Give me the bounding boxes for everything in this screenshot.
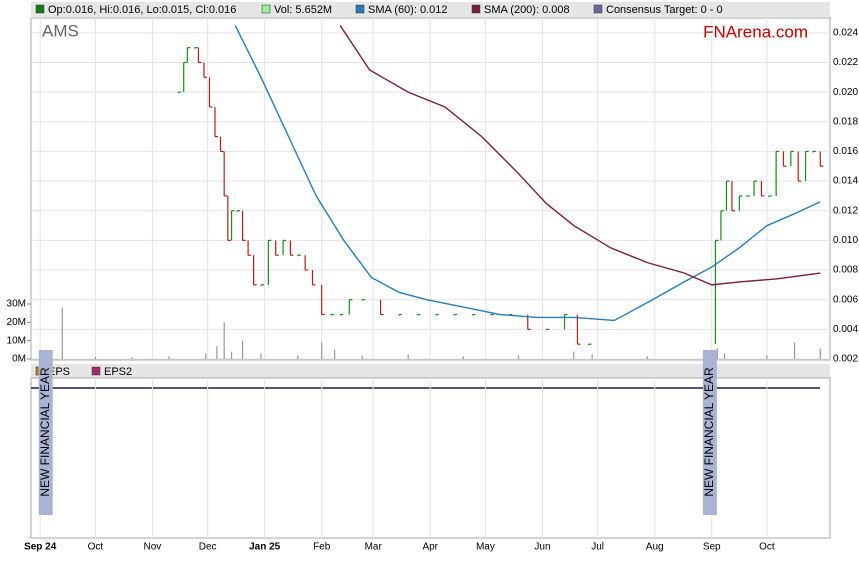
volume-bar	[462, 356, 464, 359]
volume-bar	[260, 353, 262, 359]
volume-bar	[517, 355, 520, 359]
x-tick-label: Mar	[365, 542, 383, 553]
legend-strip	[31, 2, 830, 17]
y-tick-label: 0.010	[833, 235, 858, 246]
volume-bar	[819, 348, 821, 359]
y-tick-label: 0.012	[833, 205, 858, 216]
lower-legend-strip	[31, 364, 830, 378]
legend-label: Op:0.016, Hi:0.016, Lo:0.015, Cl:0.016	[48, 4, 236, 16]
legend-swatch	[35, 4, 45, 14]
y-tick-label: 0.006	[833, 294, 858, 305]
volume-bar	[716, 348, 718, 359]
volume-bar	[205, 353, 207, 359]
y-tick-label: 0.004	[833, 324, 858, 335]
y-tick-label: 0.002	[833, 354, 858, 365]
legend-swatch	[261, 4, 271, 14]
volume-bar	[646, 356, 648, 359]
x-tick-label: Aug	[646, 542, 664, 553]
volume-bar	[321, 342, 323, 359]
x-tick-label: Oct	[88, 542, 104, 553]
volume-bar	[216, 346, 218, 359]
legend-label: SMA (200): 0.008	[484, 4, 570, 16]
x-tick-label: Jun	[534, 542, 550, 553]
x-tick-label: Sep	[703, 542, 721, 553]
ticker: AMS	[42, 21, 79, 40]
volume-bar	[131, 357, 133, 359]
brand: FNArena.com	[703, 22, 808, 41]
y-tick-label: 0.024	[833, 27, 858, 38]
x-tick-label: Sep 24	[24, 542, 57, 553]
volume-bar	[407, 354, 409, 359]
volume-bar	[724, 353, 726, 359]
y-tick-label: 0.014	[833, 176, 858, 187]
x-tick-label: Nov	[144, 542, 162, 553]
volume-bar	[793, 342, 796, 359]
sma-line	[234, 25, 821, 322]
y-tick-label: 0.008	[833, 265, 858, 276]
grid	[27, 18, 830, 538]
legend-swatch	[593, 4, 603, 14]
x-tick-label: Jul	[591, 542, 604, 553]
x-tick-label: May	[476, 542, 495, 553]
legend-swatch	[355, 4, 365, 14]
volume-bar	[241, 340, 244, 359]
annotation-band	[38, 350, 53, 515]
volume-bar	[297, 355, 299, 359]
y-tick-label: 0.022	[833, 57, 858, 68]
volume-tick-label: 0M	[12, 354, 26, 365]
x-tick-label: Apr	[422, 542, 438, 553]
legend-label: EPS	[48, 366, 70, 378]
volume-bar	[168, 356, 170, 359]
annotation-label: NEW FINANCIAL YEAR	[702, 367, 716, 497]
volume-bar	[766, 355, 768, 359]
volume-bar	[223, 322, 225, 359]
legend-swatch	[471, 4, 481, 14]
x-tick-label: Dec	[199, 542, 217, 553]
y-tick-label: 0.016	[833, 146, 858, 157]
volume-bar	[94, 356, 96, 359]
volume-bar	[591, 354, 593, 359]
x-tick-label: Oct	[759, 542, 775, 553]
sma-line	[339, 25, 821, 286]
volume-bar	[61, 307, 63, 359]
volume-bar	[333, 349, 336, 359]
legend-label: Consensus Target: 0 - 0	[606, 4, 723, 16]
volume-bar	[573, 351, 575, 359]
x-tick-label: Jan 25	[249, 542, 281, 553]
volume-tick-label: 20M	[7, 317, 26, 328]
marks	[43, 25, 824, 359]
y-tick-label: 0.020	[833, 87, 858, 98]
volume-tick-label: 30M	[7, 299, 26, 310]
annotation-band	[702, 350, 717, 515]
volume-bar	[361, 355, 363, 359]
legend-label: SMA (60): 0.012	[368, 4, 448, 16]
legend-label: Vol: 5.652M	[274, 4, 332, 16]
volume-tick-label: 10M	[7, 335, 26, 346]
legend-label: EPS2	[104, 366, 132, 378]
volume-bar	[230, 351, 233, 359]
x-tick-label: Feb	[313, 542, 331, 553]
annotation-label: NEW FINANCIAL YEAR	[38, 367, 52, 497]
legend-swatch	[91, 366, 101, 376]
y-tick-label: 0.018	[833, 116, 858, 127]
series-group	[177, 25, 824, 346]
